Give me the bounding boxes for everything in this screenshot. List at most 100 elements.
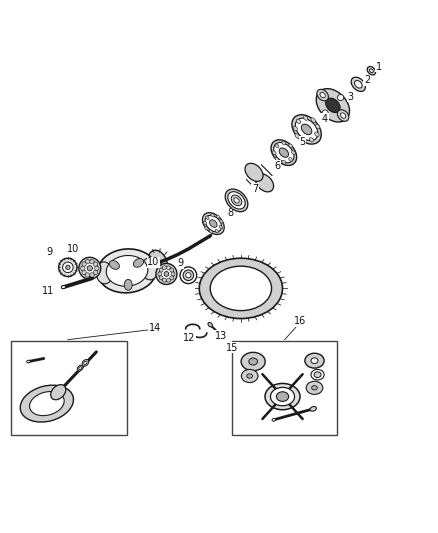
Ellipse shape	[166, 266, 170, 270]
Ellipse shape	[265, 383, 300, 410]
Ellipse shape	[245, 163, 263, 181]
Text: 12: 12	[183, 333, 195, 343]
Ellipse shape	[337, 110, 349, 122]
Ellipse shape	[66, 265, 70, 270]
Text: 7: 7	[252, 183, 258, 193]
Ellipse shape	[289, 144, 293, 148]
Ellipse shape	[305, 353, 324, 368]
Ellipse shape	[314, 372, 321, 377]
Ellipse shape	[295, 134, 300, 138]
Ellipse shape	[202, 213, 224, 235]
Ellipse shape	[275, 158, 279, 161]
Ellipse shape	[219, 225, 223, 229]
Ellipse shape	[93, 270, 98, 274]
Ellipse shape	[225, 189, 248, 212]
Ellipse shape	[79, 367, 81, 369]
Ellipse shape	[282, 160, 286, 164]
Text: 14: 14	[148, 323, 161, 333]
Ellipse shape	[314, 132, 319, 136]
Ellipse shape	[216, 215, 220, 219]
Ellipse shape	[276, 392, 289, 401]
Ellipse shape	[228, 192, 245, 209]
Ellipse shape	[98, 249, 156, 293]
Ellipse shape	[297, 119, 301, 124]
Ellipse shape	[309, 138, 314, 142]
Ellipse shape	[82, 270, 86, 274]
Ellipse shape	[87, 265, 92, 271]
Ellipse shape	[320, 92, 325, 98]
Ellipse shape	[85, 260, 90, 264]
Ellipse shape	[209, 230, 213, 233]
Text: 1: 1	[376, 62, 382, 72]
Ellipse shape	[79, 257, 101, 279]
Ellipse shape	[317, 90, 328, 101]
Text: 10: 10	[147, 257, 159, 267]
Ellipse shape	[301, 138, 306, 143]
Ellipse shape	[162, 266, 166, 270]
Ellipse shape	[109, 261, 120, 269]
Ellipse shape	[292, 115, 321, 144]
Ellipse shape	[82, 260, 98, 276]
Text: 13: 13	[215, 330, 227, 341]
Ellipse shape	[186, 273, 191, 278]
Ellipse shape	[141, 258, 158, 280]
Ellipse shape	[124, 279, 132, 290]
Ellipse shape	[81, 266, 85, 270]
Ellipse shape	[241, 369, 258, 383]
Text: 5: 5	[299, 136, 305, 147]
Ellipse shape	[295, 118, 318, 141]
Text: 9: 9	[178, 259, 184, 269]
Ellipse shape	[293, 126, 297, 131]
Ellipse shape	[154, 259, 161, 268]
Ellipse shape	[156, 263, 177, 285]
Ellipse shape	[159, 268, 163, 272]
Ellipse shape	[255, 174, 274, 192]
Ellipse shape	[77, 365, 83, 371]
Ellipse shape	[205, 227, 208, 230]
Ellipse shape	[311, 358, 318, 364]
Ellipse shape	[241, 352, 265, 371]
Ellipse shape	[208, 322, 212, 327]
Ellipse shape	[199, 258, 283, 319]
Ellipse shape	[171, 272, 175, 276]
Ellipse shape	[95, 266, 99, 270]
Ellipse shape	[159, 276, 163, 280]
Text: 10: 10	[67, 244, 79, 254]
Ellipse shape	[162, 278, 166, 282]
Circle shape	[322, 110, 328, 116]
Ellipse shape	[270, 387, 294, 406]
Ellipse shape	[85, 273, 90, 277]
Ellipse shape	[51, 385, 66, 400]
Ellipse shape	[271, 140, 297, 165]
Ellipse shape	[370, 69, 373, 72]
Ellipse shape	[289, 158, 293, 161]
Text: 2: 2	[364, 75, 370, 85]
Text: 16: 16	[294, 316, 306, 326]
Ellipse shape	[106, 255, 148, 286]
Ellipse shape	[210, 266, 272, 311]
Bar	[232, 341, 337, 435]
Ellipse shape	[209, 220, 217, 228]
Ellipse shape	[170, 268, 174, 272]
Bar	[11, 341, 127, 435]
Ellipse shape	[316, 88, 350, 122]
Ellipse shape	[96, 262, 113, 284]
Ellipse shape	[90, 273, 94, 277]
Ellipse shape	[351, 77, 365, 92]
Ellipse shape	[367, 67, 376, 75]
Ellipse shape	[310, 407, 316, 411]
Ellipse shape	[315, 124, 320, 128]
Ellipse shape	[93, 262, 98, 266]
Ellipse shape	[211, 214, 214, 217]
Ellipse shape	[247, 374, 253, 378]
Ellipse shape	[61, 286, 66, 289]
Ellipse shape	[27, 360, 30, 363]
Ellipse shape	[170, 276, 174, 280]
Ellipse shape	[133, 259, 144, 267]
Text: 15: 15	[226, 343, 238, 352]
Text: 8: 8	[227, 208, 233, 218]
Ellipse shape	[301, 124, 312, 135]
Circle shape	[338, 94, 344, 101]
Text: 11: 11	[42, 286, 54, 296]
Text: 6: 6	[275, 161, 281, 171]
